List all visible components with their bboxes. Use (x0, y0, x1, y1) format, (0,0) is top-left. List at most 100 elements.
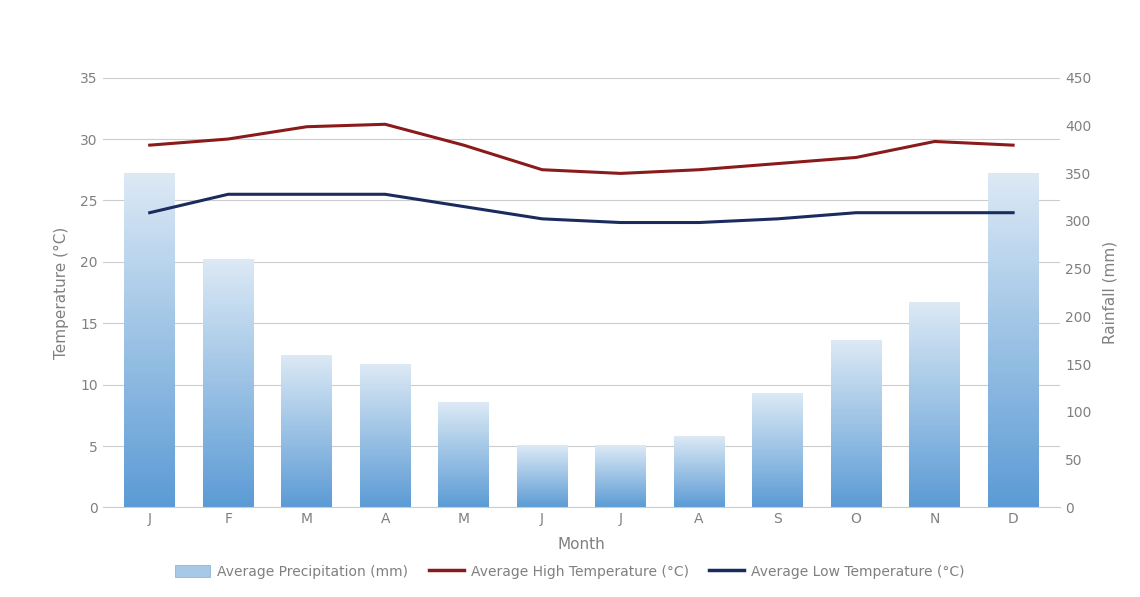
Bar (516, 494, 568, 495)
Bar (674, 476, 725, 478)
Bar (752, 478, 804, 479)
Bar (124, 233, 176, 236)
Bar (909, 390, 960, 392)
Bar (752, 505, 804, 506)
Bar (752, 442, 804, 443)
Bar (282, 425, 332, 426)
Bar (282, 440, 332, 442)
Bar (674, 466, 725, 467)
Bar (987, 267, 1039, 270)
Bar (282, 434, 332, 436)
Bar (909, 339, 960, 341)
Bar (909, 353, 960, 355)
Bar (674, 490, 725, 491)
Bar (909, 386, 960, 388)
Bar (124, 451, 176, 454)
Bar (359, 480, 410, 482)
Bar (438, 415, 489, 416)
Bar (203, 443, 254, 445)
Bar (203, 485, 254, 488)
Bar (909, 487, 960, 489)
Bar (595, 503, 646, 504)
Bar (516, 490, 568, 491)
Bar (282, 494, 332, 496)
Bar (124, 504, 176, 507)
Bar (831, 494, 881, 496)
Bar (752, 424, 804, 425)
Bar (124, 340, 176, 344)
Bar (674, 485, 725, 486)
Bar (438, 431, 489, 432)
Bar (909, 403, 960, 405)
Bar (752, 503, 804, 504)
Bar (203, 272, 254, 274)
Bar (438, 451, 489, 452)
Bar (203, 334, 254, 336)
Bar (516, 483, 568, 484)
Bar (359, 423, 410, 424)
Bar (674, 437, 725, 438)
Bar (909, 409, 960, 411)
Bar (203, 361, 254, 364)
Bar (516, 455, 568, 456)
Bar (831, 432, 881, 434)
Bar (674, 468, 725, 469)
Bar (595, 500, 646, 501)
Bar (831, 377, 881, 378)
Bar (987, 327, 1039, 330)
Bar (203, 393, 254, 396)
Bar (752, 471, 804, 472)
Bar (359, 408, 410, 410)
Bar (359, 442, 410, 443)
Bar (359, 479, 410, 480)
Bar (987, 461, 1039, 464)
Bar (909, 392, 960, 395)
Bar (203, 403, 254, 405)
Bar (359, 404, 410, 406)
Bar (282, 475, 332, 477)
Bar (203, 284, 254, 287)
Bar (359, 506, 410, 507)
Bar (674, 463, 725, 464)
Bar (438, 437, 489, 438)
Bar (752, 419, 804, 420)
Bar (595, 454, 646, 455)
Bar (124, 253, 176, 257)
Bar (203, 269, 254, 272)
Bar (203, 366, 254, 368)
Bar (438, 412, 489, 413)
Bar (124, 213, 176, 217)
Bar (124, 484, 176, 487)
Bar (438, 458, 489, 459)
Bar (987, 357, 1039, 361)
Bar (516, 497, 568, 498)
Bar (282, 492, 332, 494)
Bar (438, 460, 489, 461)
Bar (203, 430, 254, 433)
Bar (752, 460, 804, 461)
Bar (752, 457, 804, 458)
Bar (909, 469, 960, 470)
Bar (674, 504, 725, 505)
Bar (674, 441, 725, 442)
Bar (124, 183, 176, 186)
Bar (282, 469, 332, 471)
Bar (124, 297, 176, 300)
Bar (595, 468, 646, 469)
Bar (359, 410, 410, 411)
Bar (438, 438, 489, 439)
Bar (282, 355, 332, 356)
Bar (124, 300, 176, 303)
Bar (282, 481, 332, 483)
Bar (909, 325, 960, 327)
Bar (831, 461, 881, 462)
Bar (124, 461, 176, 464)
Bar (282, 359, 332, 361)
Bar (595, 456, 646, 457)
Bar (909, 438, 960, 439)
Bar (595, 472, 646, 473)
Bar (752, 448, 804, 449)
Bar (438, 477, 489, 478)
Bar (359, 447, 410, 449)
Bar (516, 500, 568, 501)
